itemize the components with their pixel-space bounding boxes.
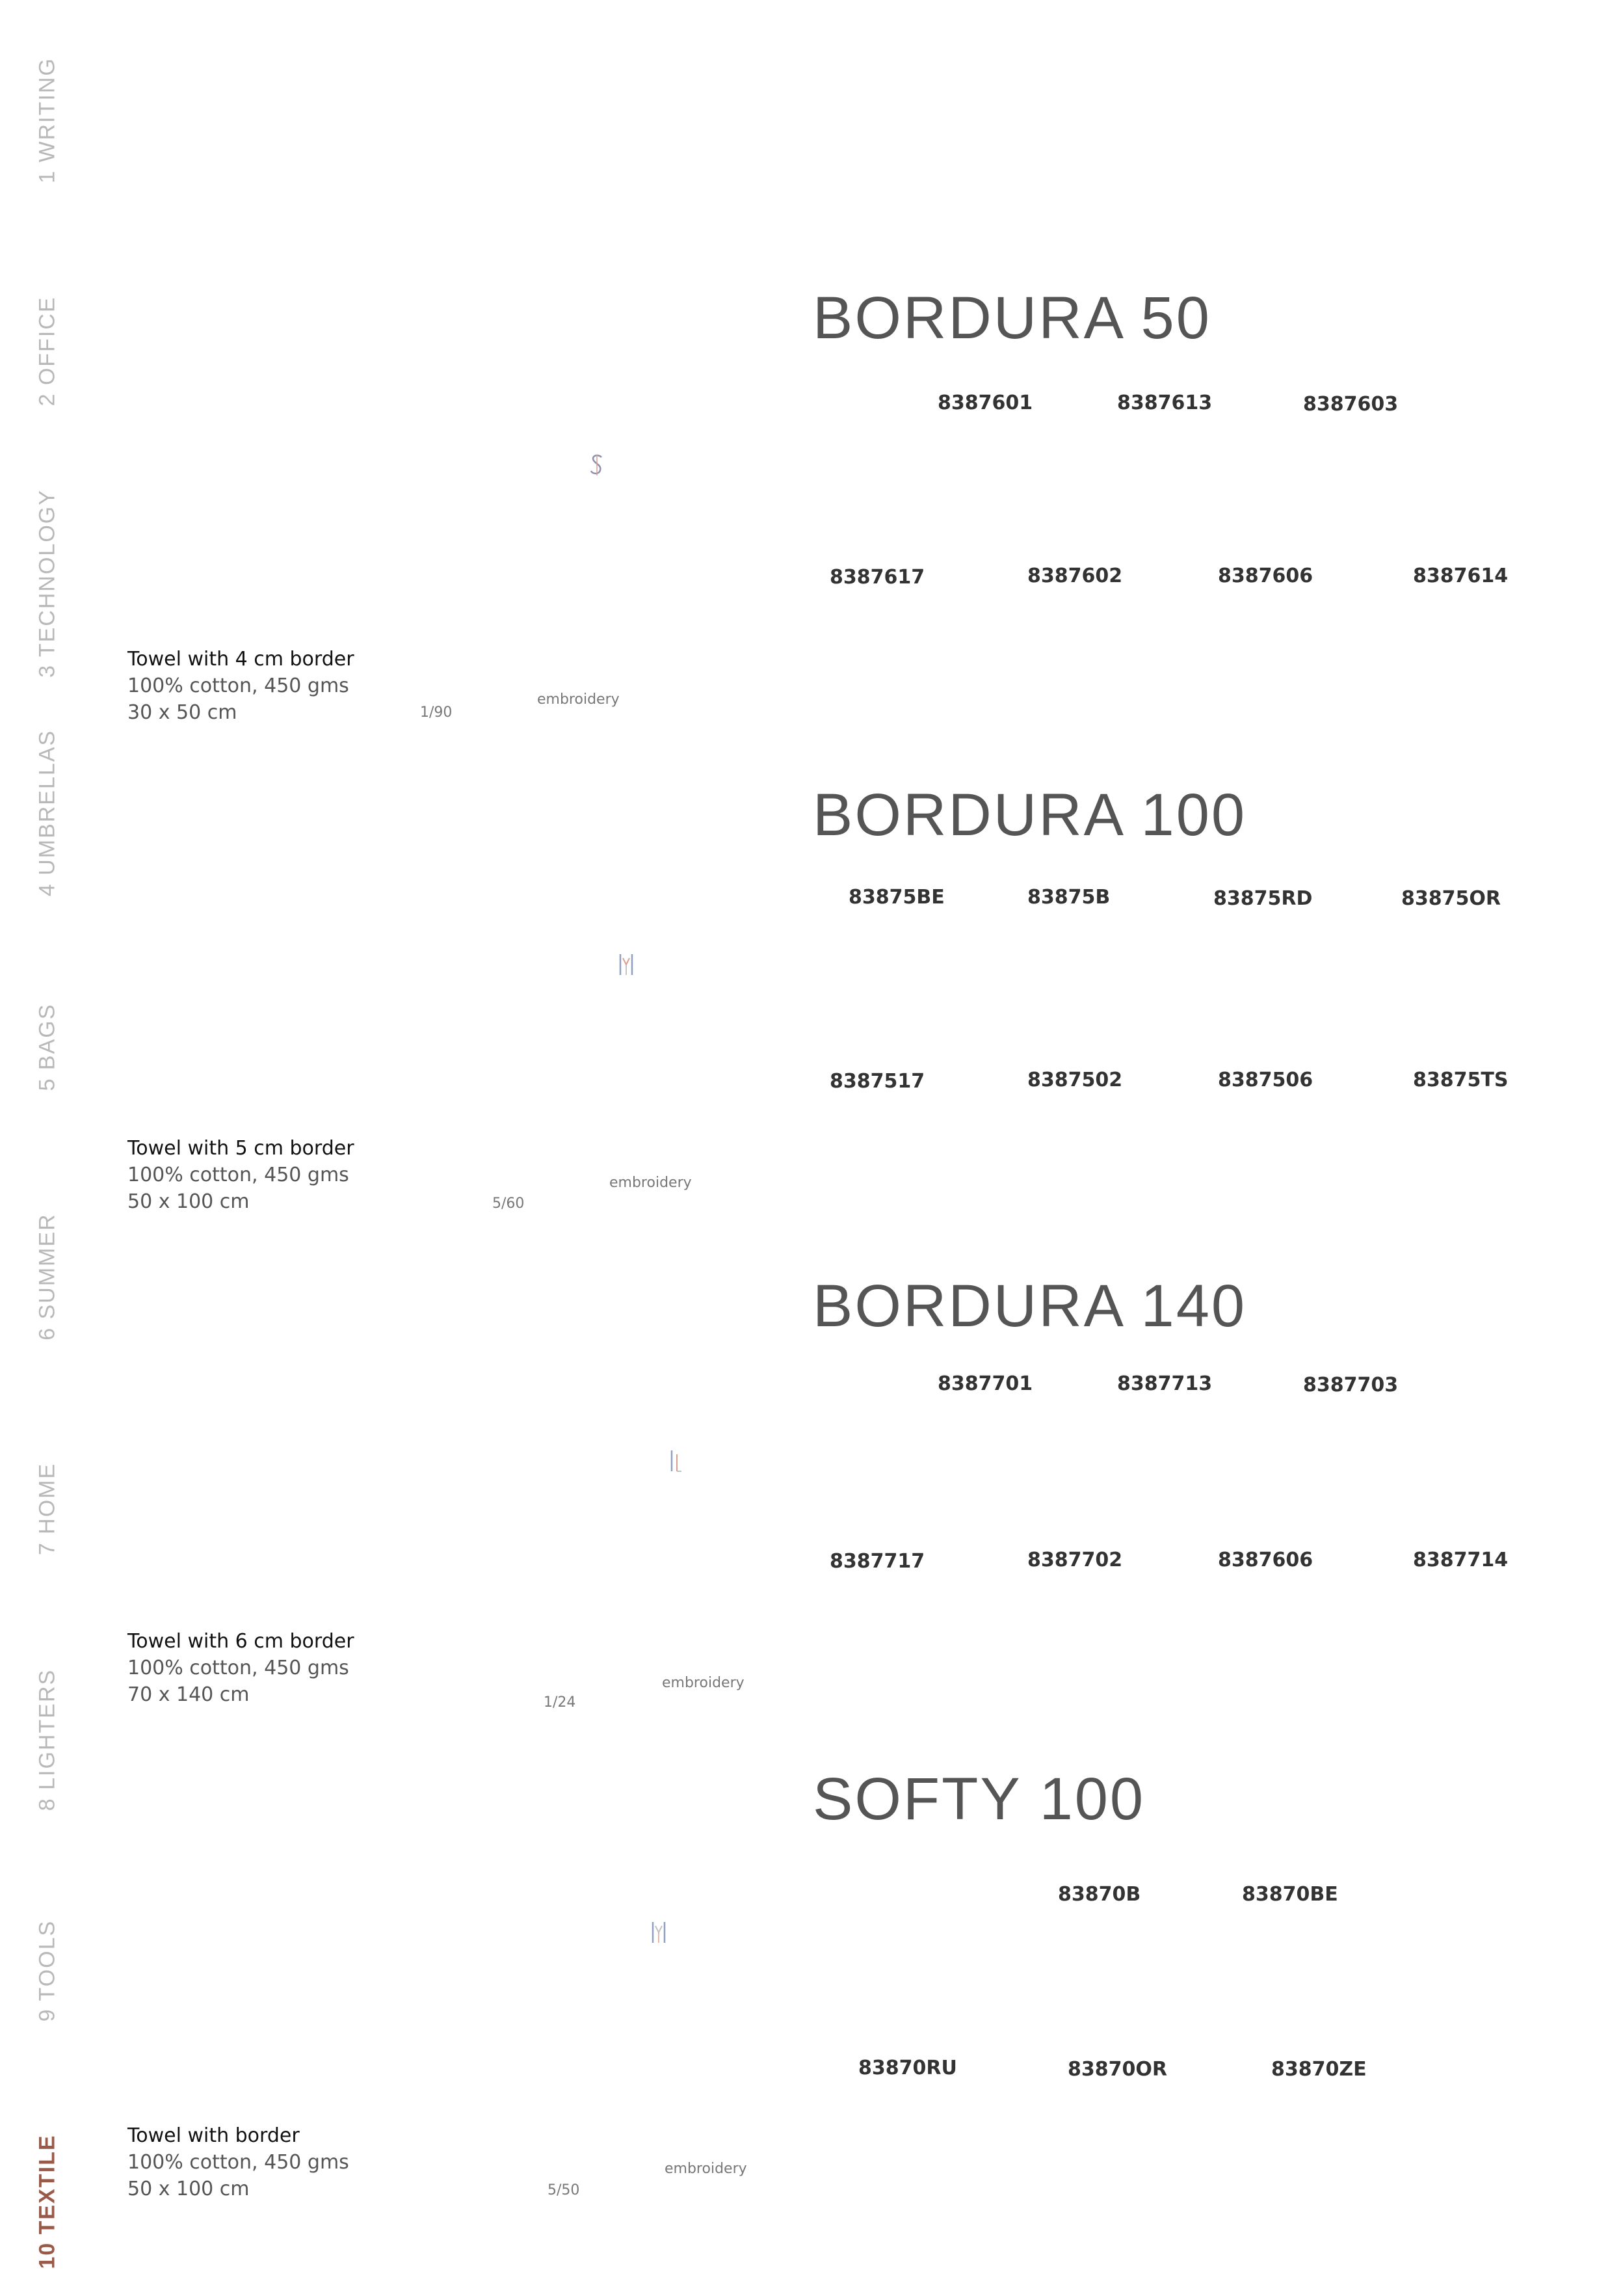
nav-item-summer[interactable]: 6 SUMMER	[34, 1213, 60, 1341]
product-code: 8387617	[830, 566, 925, 589]
product-name: Towel with border	[127, 2124, 300, 2147]
product-info-4: Towel with border 100% cotton, 450 gms 5…	[127, 2122, 349, 2202]
embroidery-icon	[668, 1449, 683, 1476]
section-title: SOFTY 100	[813, 1766, 1146, 1832]
product-code: 8387702	[1027, 1549, 1123, 1571]
nav-item-home[interactable]: 7 HOME	[34, 1462, 60, 1556]
section-title: BORDURA 100	[813, 782, 1247, 848]
product-code: 8387502	[1027, 1069, 1123, 1091]
pack-quantity: 1/90	[420, 704, 453, 721]
embroidery-icon	[650, 1921, 667, 1947]
product-code: 83875TS	[1413, 1069, 1509, 1091]
product-code: 8387606	[1218, 565, 1313, 587]
product-code: 83870OR	[1068, 2058, 1167, 2081]
decoration-label: embroidery	[662, 1675, 745, 1691]
nav-item-technology[interactable]: 3 TECHNOLOGY	[34, 489, 60, 678]
side-nav: 1 WRITING 2 OFFICE 3 TECHNOLOGY 4 UMBREL…	[0, 0, 98, 2296]
product-material: 100% cotton, 450 gms	[127, 674, 349, 697]
product-code: 8387701	[938, 1372, 1033, 1395]
nav-item-writing[interactable]: 1 WRITING	[34, 57, 60, 183]
product-code: 8387614	[1413, 565, 1509, 587]
product-info-3: Towel with 6 cm border 100% cotton, 450 …	[127, 1628, 354, 1708]
product-material: 100% cotton, 450 gms	[127, 1657, 349, 1679]
product-code: 83870B	[1058, 1883, 1141, 1906]
section-title: BORDURA 140	[813, 1273, 1247, 1339]
product-code: 8387506	[1218, 1069, 1313, 1091]
product-info-1: Towel with 4 cm border 100% cotton, 450 …	[127, 646, 354, 726]
nav-item-bags[interactable]: 5 BAGS	[34, 1003, 60, 1091]
decoration-label: embroidery	[537, 691, 620, 708]
nav-item-lighters[interactable]: 8 LIGHTERS	[34, 1668, 60, 1811]
decoration-label: embroidery	[609, 1175, 692, 1191]
product-code: 8387713	[1117, 1372, 1213, 1395]
product-code: 8387517	[830, 1070, 925, 1093]
pack-quantity: 5/60	[492, 1195, 525, 1212]
pack-quantity: 5/50	[548, 2182, 580, 2198]
nav-item-office[interactable]: 2 OFFICE	[34, 296, 60, 407]
product-code: 8387703	[1303, 1374, 1399, 1396]
product-code: 8387602	[1027, 565, 1123, 587]
product-size: 70 x 140 cm	[127, 1683, 250, 1706]
product-code: 8387603	[1303, 393, 1399, 416]
section-title: BORDURA 50	[813, 285, 1211, 351]
nav-item-textile[interactable]: 10 TEXTILE	[34, 2134, 60, 2269]
product-code: 83875RD	[1213, 887, 1313, 910]
decoration-label: embroidery	[665, 2161, 747, 2177]
product-code: 83870ZE	[1271, 2058, 1367, 2081]
product-name: Towel with 5 cm border	[127, 1137, 354, 1160]
product-code: 8387613	[1117, 392, 1213, 414]
product-code: 83875B	[1027, 886, 1111, 909]
product-material: 100% cotton, 450 gms	[127, 1164, 349, 1186]
embroidery-icon	[618, 953, 635, 980]
product-size: 50 x 100 cm	[127, 1190, 250, 1213]
product-code: 8387601	[938, 392, 1033, 414]
product-size: 30 x 50 cm	[127, 701, 237, 724]
nav-item-umbrellas[interactable]: 4 UMBRELLAS	[34, 729, 60, 897]
nav-item-tools[interactable]: 9 TOOLS	[34, 1919, 60, 2022]
product-code: 8387606	[1218, 1549, 1313, 1571]
product-info-2: Towel with 5 cm border 100% cotton, 450 …	[127, 1135, 354, 1215]
product-code: 83875BE	[849, 886, 945, 909]
product-code: 8387717	[830, 1550, 925, 1573]
product-code: 83870BE	[1242, 1883, 1338, 1906]
product-name: Towel with 4 cm border	[127, 648, 354, 671]
embroidery-icon	[588, 453, 605, 480]
product-name: Towel with 6 cm border	[127, 1630, 354, 1653]
product-code: 83870RU	[858, 2057, 957, 2079]
product-code: 8387714	[1413, 1549, 1509, 1571]
product-material: 100% cotton, 450 gms	[127, 2151, 349, 2174]
product-code: 83875OR	[1401, 887, 1501, 910]
pack-quantity: 1/24	[544, 1694, 576, 1711]
product-size: 50 x 100 cm	[127, 2178, 250, 2200]
